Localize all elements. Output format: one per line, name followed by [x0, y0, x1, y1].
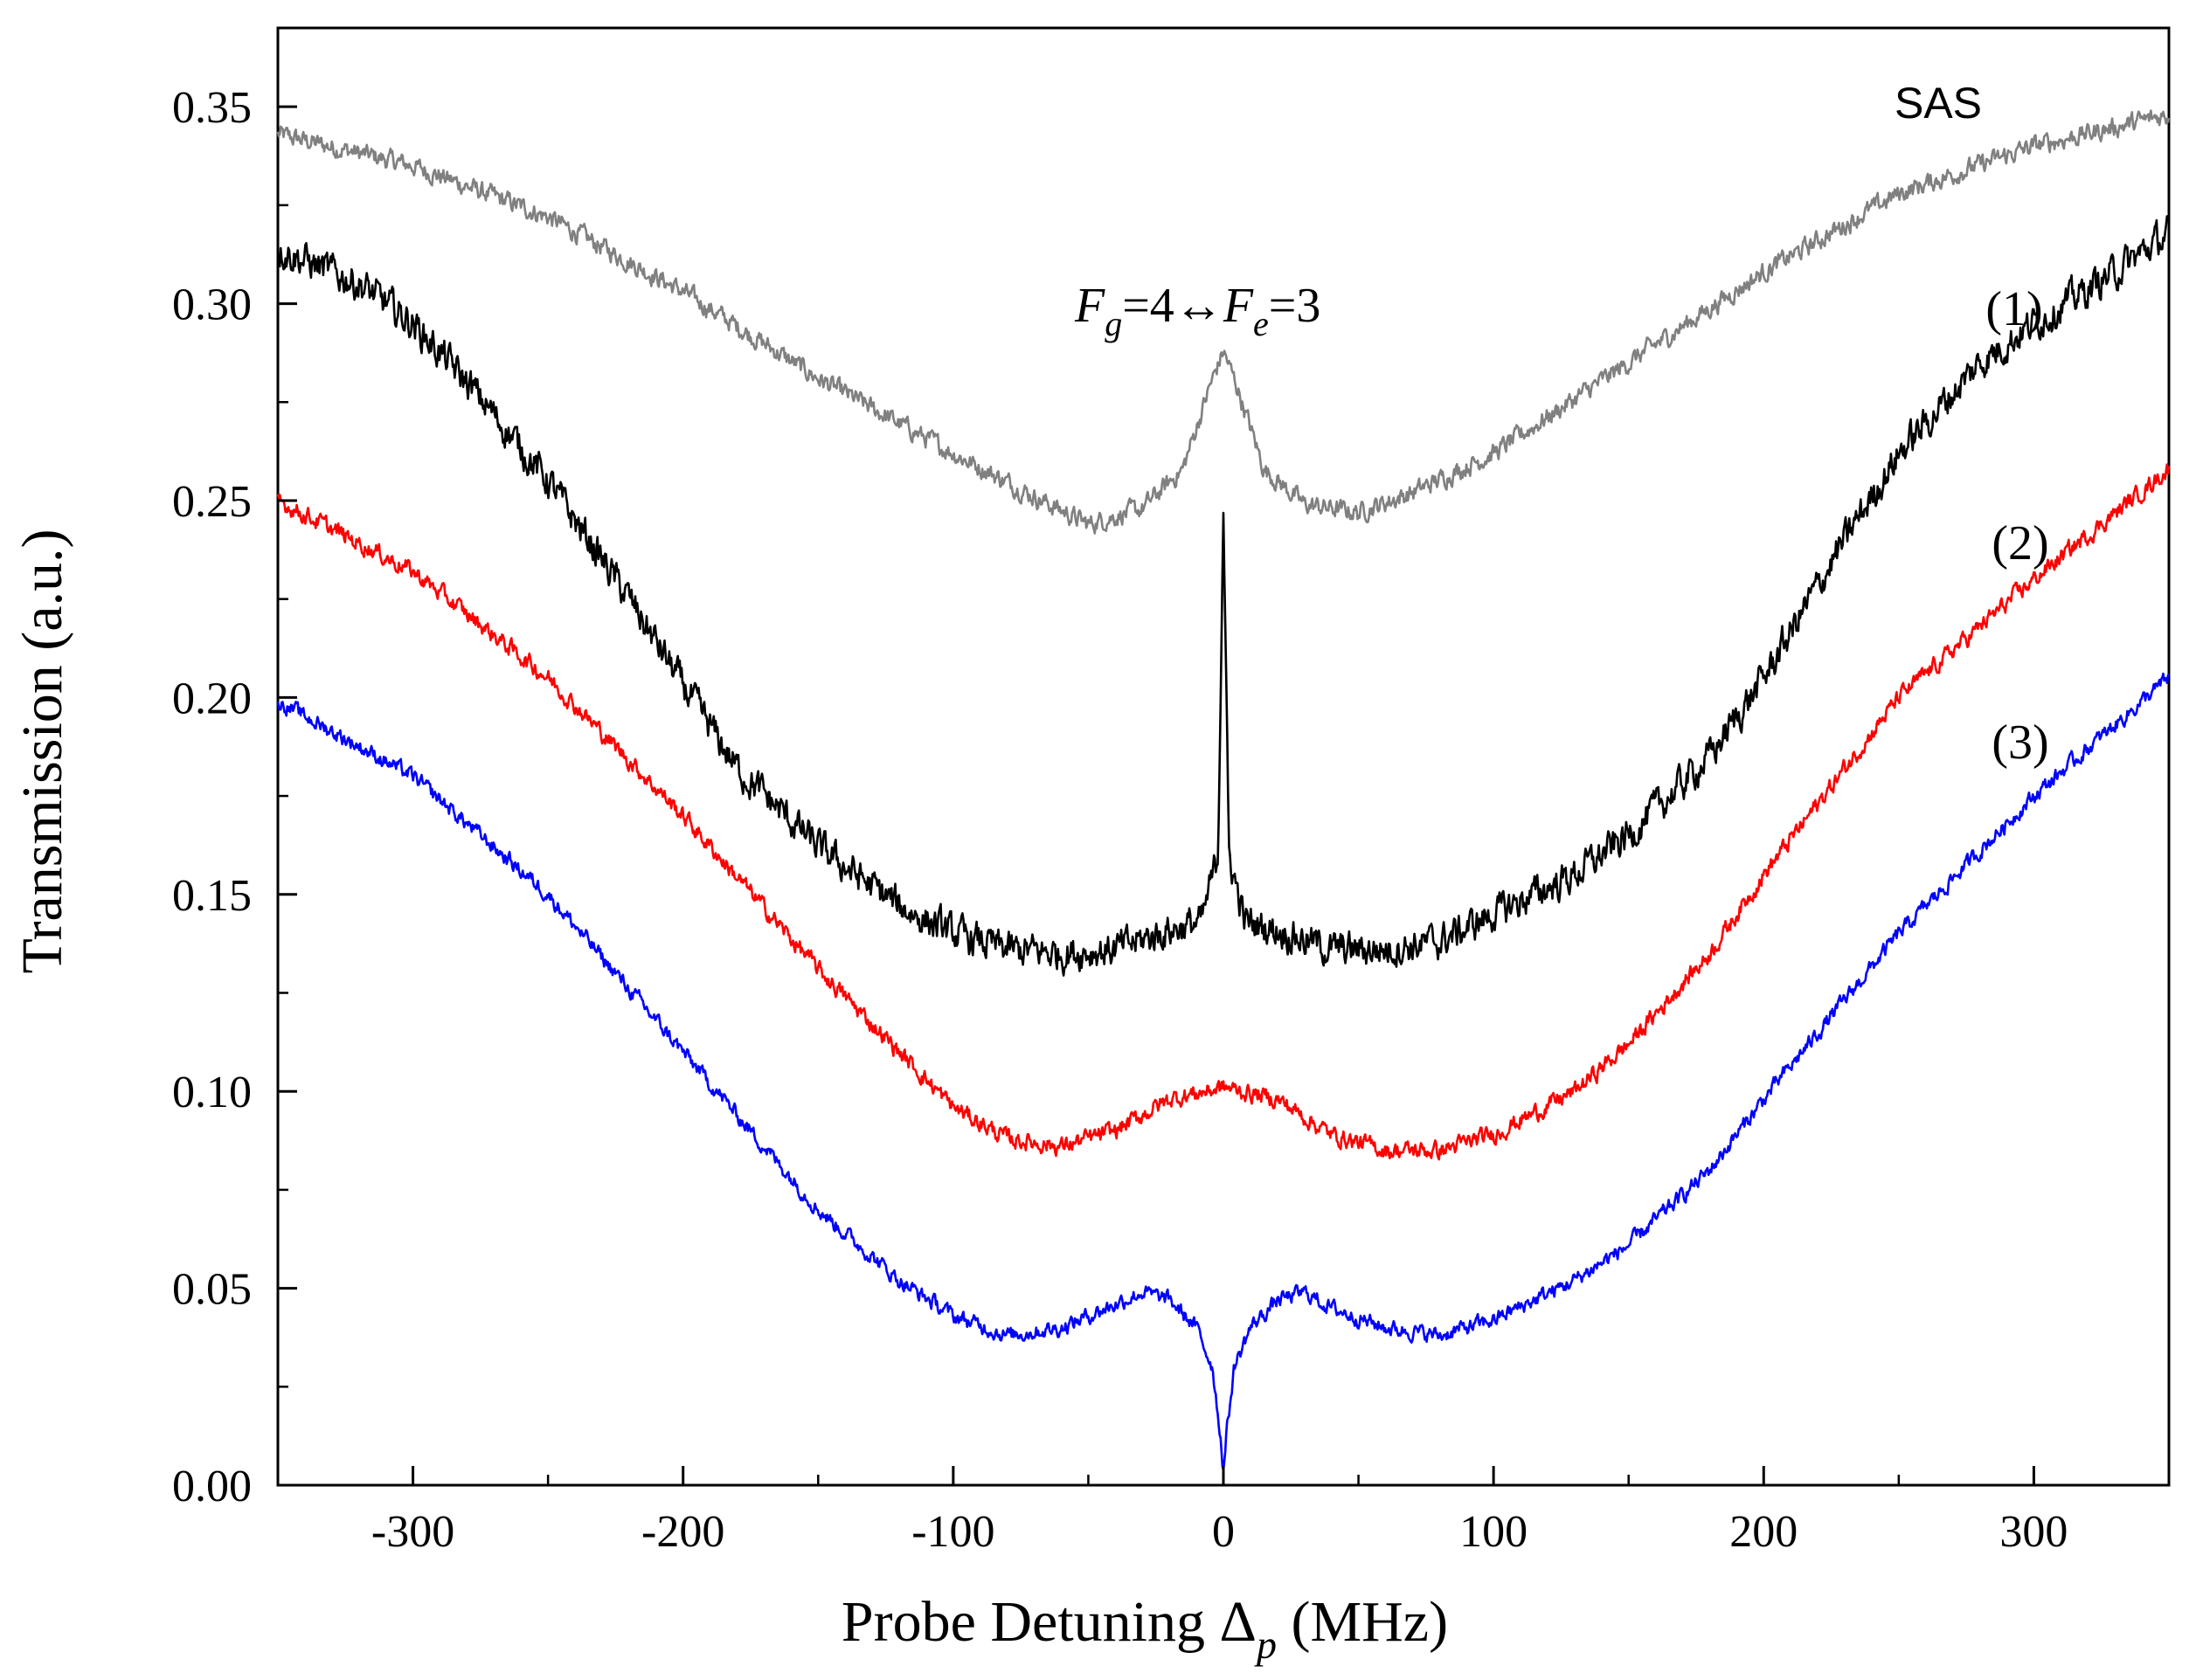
x-axis-title: Probe Detuning Δp (MHz)	[842, 1590, 1448, 1667]
resonance-annotation: Fg=4↔Fe=3	[1074, 279, 1320, 343]
legend-label-series-3: (3)	[1992, 716, 2048, 770]
y-axis-title: Transmission (a.u.)	[10, 529, 74, 973]
plot-border	[276, 26, 2171, 1487]
annotation-f-e: F	[1223, 279, 1254, 333]
labels-layer: -300 -200 -100 0 100 200 300 0.00 0.05 0.10 0.15 0.…	[172, 83, 2068, 1557]
series-line-series-1	[276, 213, 2171, 977]
series-line-series-2	[276, 463, 2171, 1161]
annotation-f-g: F	[1074, 279, 1105, 333]
annotation-middle: =4↔	[1122, 279, 1223, 333]
x-axis-title-main: Probe Detuning Δ	[842, 1590, 1257, 1654]
y-tick-label: 0.20	[172, 674, 252, 723]
x-tick-label: -200	[641, 1507, 724, 1557]
annotation-e-subscript: e	[1253, 304, 1269, 343]
legend-label-series-1: (1)	[1985, 282, 2042, 336]
y-tick-label: 0.35	[172, 83, 252, 133]
x-axis-title-subscript: p	[1254, 1622, 1277, 1667]
annotation-g-subscript: g	[1105, 304, 1122, 343]
legend-label-series-2: (2)	[1992, 516, 2048, 570]
series-line-series-3	[276, 672, 2171, 1471]
y-tick-label: 0.15	[172, 871, 252, 921]
y-tick-label: 0.25	[172, 477, 252, 527]
x-tick-label: 0	[1212, 1507, 1235, 1557]
annotation-end: =3	[1269, 279, 1321, 333]
x-tick-label: -300	[371, 1507, 454, 1557]
plot-frame	[276, 26, 2171, 1487]
x-tick-label: 200	[1729, 1507, 1798, 1557]
x-tick-label: 100	[1459, 1507, 1528, 1557]
series-line-sas	[276, 109, 2171, 535]
x-tick-label: 300	[1999, 1507, 2068, 1557]
x-tick-label: -100	[911, 1507, 994, 1557]
y-tick-label: 0.05	[172, 1265, 252, 1315]
y-tick-label: 0.10	[172, 1068, 252, 1117]
y-tick-label: 0.30	[172, 280, 252, 330]
x-axis-title-unit: (MHz)	[1277, 1590, 1448, 1654]
y-tick-label: 0.00	[172, 1462, 252, 1511]
legend-label-sas: SAS	[1895, 79, 1982, 128]
ticks-layer	[276, 105, 2171, 1487]
